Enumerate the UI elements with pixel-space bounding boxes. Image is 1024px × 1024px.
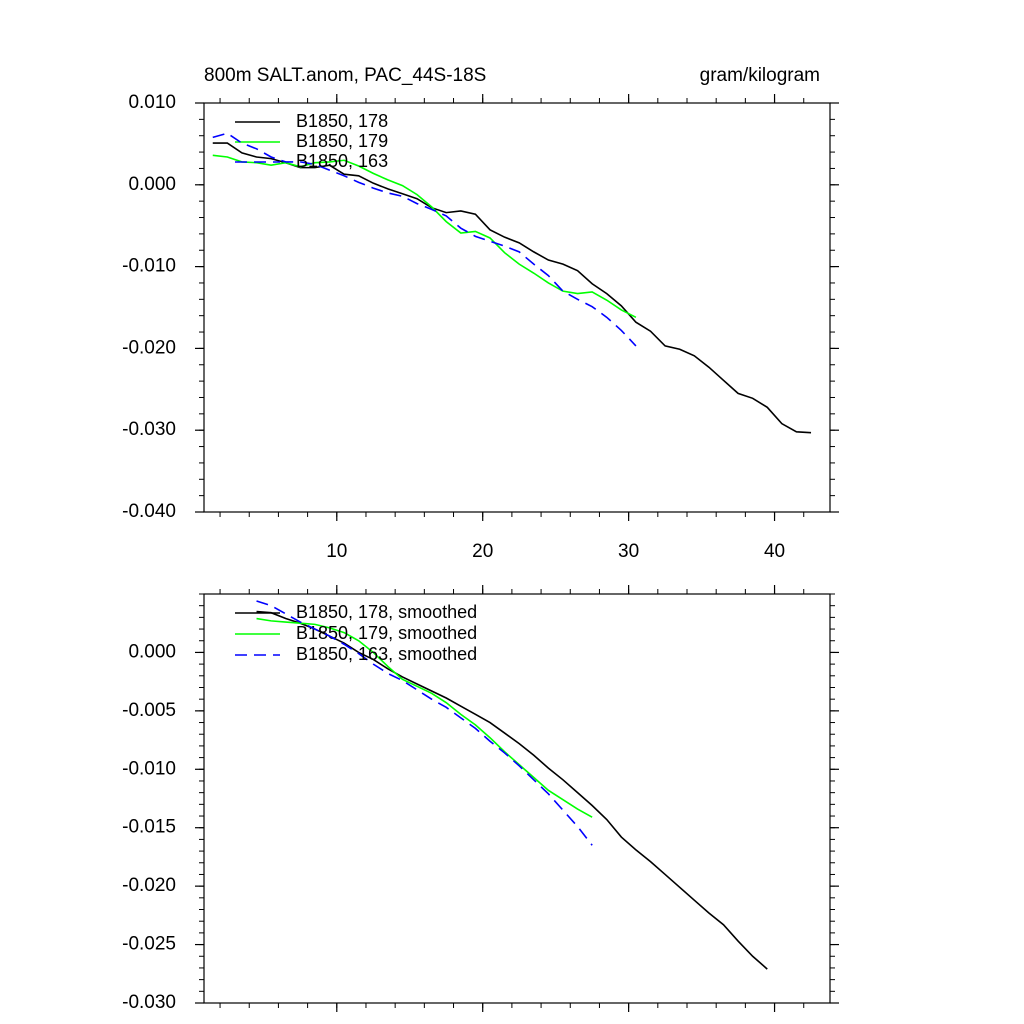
legend-label: B1850, 179, smoothed (296, 623, 477, 643)
y-tick-label: -0.010 (122, 758, 176, 779)
legend-label: B1850, 179 (296, 131, 388, 151)
series-line (256, 617, 593, 818)
chart-title: 800m SALT.anom, PAC_44S-18S (204, 65, 486, 86)
y-tick-label: -0.040 (122, 501, 176, 522)
y-tick-label: 0.010 (128, 92, 176, 113)
series-line (212, 154, 637, 319)
x-tick-label: 20 (472, 541, 493, 562)
y-tick-label: -0.005 (122, 700, 176, 721)
legend-label: B1850, 163, smoothed (296, 644, 477, 664)
series-line (256, 610, 768, 970)
y-tick-label: -0.025 (122, 934, 176, 955)
plot-frame (203, 102, 831, 513)
y-tick-label: 0.000 (128, 174, 176, 195)
y-tick-label: -0.010 (122, 256, 176, 277)
x-tick-label: 10 (326, 541, 347, 562)
y-tick-label: -0.030 (122, 419, 176, 440)
legend-label: B1850, 178, smoothed (296, 602, 477, 622)
series-line (212, 132, 637, 347)
series-line (256, 600, 593, 846)
legend-label: B1850, 163 (296, 151, 388, 171)
y-tick-label: -0.030 (122, 992, 176, 1013)
y-tick-label: -0.020 (122, 875, 176, 896)
x-tick-label: 40 (764, 541, 785, 562)
y-tick-label: -0.015 (122, 817, 176, 838)
series-line (212, 142, 812, 434)
x-tick-label: 30 (618, 541, 639, 562)
units-label: gram/kilogram (700, 65, 820, 86)
y-tick-label: 0.000 (128, 641, 176, 662)
legend-label: B1850, 178 (296, 111, 388, 131)
y-tick-label: -0.020 (122, 337, 176, 358)
plot-frame (203, 593, 831, 1004)
